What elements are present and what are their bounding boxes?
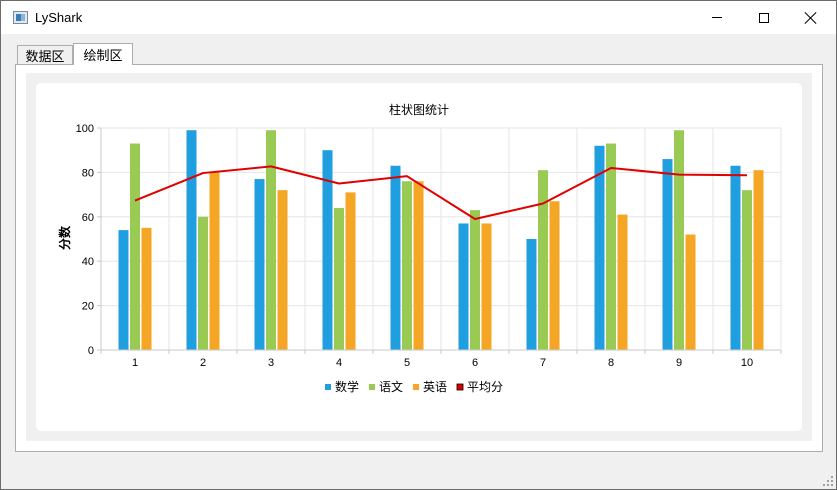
y-tick-label: 0 — [88, 345, 94, 357]
close-button[interactable] — [788, 1, 834, 34]
bar-3-5 — [413, 181, 424, 350]
window-title: LyShark — [35, 10, 83, 25]
bar-2-5 — [402, 181, 412, 350]
bar-1-6 — [458, 223, 469, 350]
maximize-button[interactable] — [741, 1, 787, 34]
title-bar[interactable]: LyShark — [1, 1, 836, 34]
bar-3-4 — [345, 192, 356, 350]
bar-3-6 — [481, 223, 492, 350]
chart-axes: 0 20 40 60 80 100 1 2 3 4 5 6 7 8 9 10 — [76, 123, 782, 369]
tab-pane-draw-area: 0 20 40 60 80 100 1 2 3 4 5 6 7 8 9 10 柱状图统计 分数 数学 语文 英语 平… — [15, 64, 823, 452]
x-tick-label: 9 — [676, 357, 682, 369]
x-tick-label: 7 — [540, 357, 546, 369]
bar-1-5 — [390, 165, 401, 350]
bar-1-4 — [322, 150, 333, 350]
y-axis-label: 分数 — [57, 225, 72, 250]
tab-draw-area[interactable]: 绘制区 — [73, 43, 133, 65]
bar-1-2 — [186, 130, 197, 350]
x-tick-label: 4 — [336, 357, 342, 369]
bar-2-4 — [334, 207, 344, 350]
chart-card: 0 20 40 60 80 100 1 2 3 4 5 6 7 8 9 10 柱状图统计 分数 数学 语文 英语 平… — [36, 83, 802, 431]
close-icon — [805, 12, 817, 24]
bar-2-7 — [538, 170, 548, 350]
bar-2-3 — [266, 130, 276, 350]
bar-2-8 — [606, 143, 616, 350]
bar-1-8 — [594, 145, 605, 350]
bar-3-1 — [141, 227, 152, 350]
legend-marker — [369, 384, 375, 390]
y-tick-label: 40 — [82, 256, 94, 268]
legend-label: 语文 — [379, 379, 403, 394]
legend-label: 数学 — [335, 379, 359, 394]
y-tick-label: 60 — [82, 212, 94, 224]
x-tick-label: 3 — [268, 357, 274, 369]
legend-marker — [325, 384, 331, 390]
bar-chart: 0 20 40 60 80 100 1 2 3 4 5 6 7 8 9 10 柱状图统计 分数 数学 语文 英语 平… — [57, 102, 782, 394]
x-tick-label: 10 — [741, 357, 753, 369]
app-window-icon — [13, 11, 28, 24]
chart-view: 0 20 40 60 80 100 1 2 3 4 5 6 7 8 9 10 柱状图统计 分数 数学 语文 英语 平… — [26, 73, 812, 441]
bar-1-7 — [526, 239, 537, 350]
bar-1-9 — [662, 159, 673, 350]
average-line — [134, 165, 748, 221]
bar-3-9 — [685, 234, 696, 350]
chart-average-line — [134, 165, 748, 221]
y-tick-label: 100 — [76, 123, 94, 135]
chart-bars — [118, 130, 764, 350]
bar-3-8 — [617, 214, 628, 350]
tab-data-area[interactable]: 数据区 — [17, 45, 73, 65]
x-tick-label: 6 — [472, 357, 478, 369]
minimize-icon — [712, 17, 722, 18]
y-tick-label: 80 — [82, 167, 94, 179]
bar-2-2 — [198, 216, 208, 350]
x-tick-label: 5 — [404, 357, 410, 369]
maximize-icon — [759, 12, 769, 23]
bar-2-1 — [130, 143, 140, 350]
legend-label: 英语 — [423, 380, 447, 394]
size-grip[interactable] — [823, 476, 833, 486]
bar-3-3 — [277, 190, 288, 350]
legend-marker — [413, 384, 419, 390]
bar-1-1 — [118, 230, 129, 350]
bar-3-2 — [209, 172, 220, 350]
chart-legend: 数学 语文 英语 平均分 — [325, 379, 503, 394]
legend-label: 平均分 — [467, 380, 503, 394]
x-tick-label: 2 — [200, 357, 206, 369]
legend-marker — [456, 383, 464, 391]
x-tick-label: 8 — [608, 357, 614, 369]
bar-2-6 — [470, 210, 480, 350]
bar-1-3 — [254, 179, 265, 350]
bar-1-10 — [730, 165, 741, 350]
bar-3-7 — [549, 201, 560, 350]
bar-3-10 — [753, 170, 764, 350]
minimize-button[interactable] — [694, 1, 740, 34]
x-tick-label: 1 — [132, 357, 138, 369]
bar-2-9 — [674, 130, 684, 350]
bar-2-10 — [742, 190, 752, 350]
chart-title: 柱状图统计 — [389, 102, 449, 117]
y-tick-label: 20 — [82, 301, 94, 313]
